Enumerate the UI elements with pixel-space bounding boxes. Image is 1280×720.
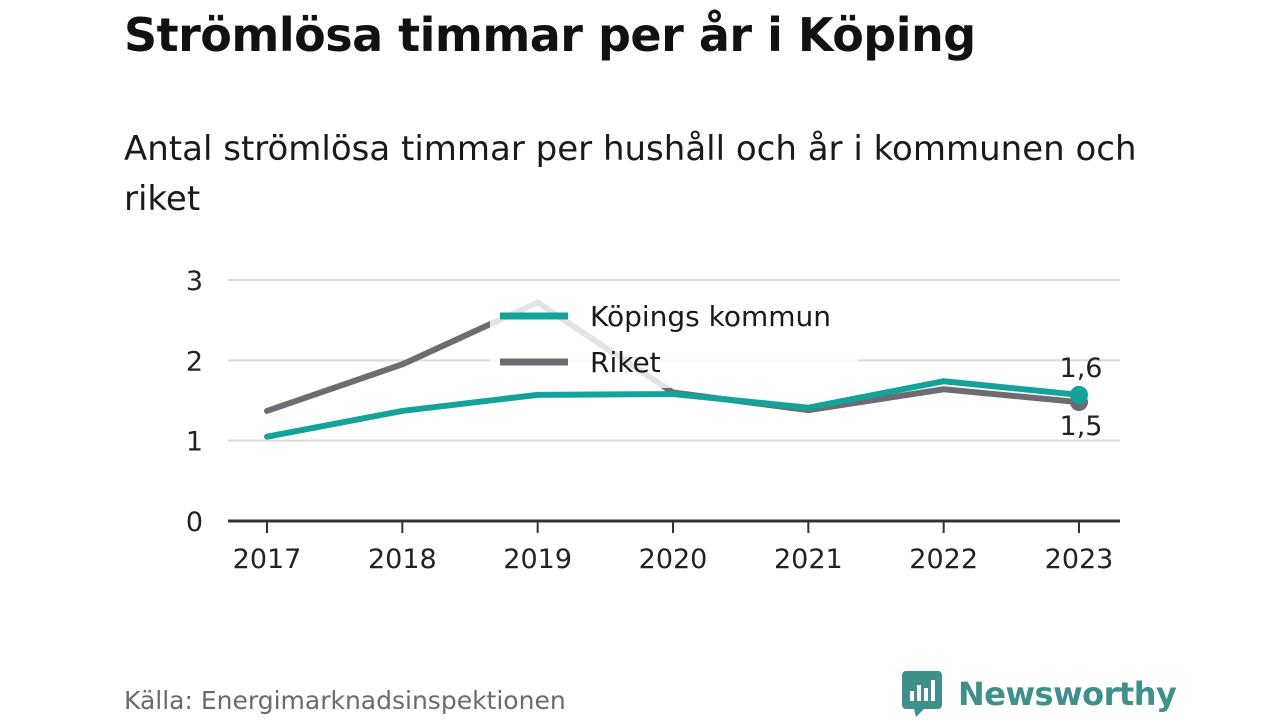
end-labels: 1,5 1,6 [1060, 353, 1103, 442]
x-tick-label: 2019 [503, 544, 572, 575]
y-tick-label: 3 [186, 266, 203, 297]
legend-label: Köpings kommun [590, 300, 831, 333]
series-line-1 [264, 378, 1082, 440]
newsworthy-logo-icon [902, 671, 942, 717]
y-tick-label: 1 [186, 427, 203, 458]
end-value-label: 1,5 [1060, 411, 1103, 442]
x-tick-label: 2022 [909, 544, 978, 575]
x-axis: 2017 2018 2019 2020 2021 2022 2023 [228, 519, 1120, 575]
x-tick-label: 2023 [1045, 544, 1114, 575]
y-tick-label: 0 [186, 507, 203, 538]
chart-title: Strömlösa timmar per år i Köping [124, 8, 976, 62]
brand-name: Newsworthy [958, 675, 1177, 713]
source-note: Källa: Energimarknadsinspektionen [124, 686, 566, 715]
y-tick-label: 2 [186, 346, 203, 377]
x-tick-label: 2017 [233, 544, 302, 575]
end-value-label: 1,6 [1060, 353, 1103, 384]
chart-subtitle: Antal strömlösa timmar per hushåll och å… [124, 129, 1137, 219]
line-chart: 0 1 2 3 2017 2018 2019 2020 2021 2022 2023 Köping… [186, 266, 1120, 575]
series-end-point-1 [1070, 385, 1088, 404]
x-tick-label: 2018 [368, 544, 437, 575]
brand-logo: Newsworthy [902, 670, 1177, 718]
series-lines [264, 299, 1088, 440]
legend-background [490, 292, 858, 388]
legend-label: Riket [590, 346, 661, 379]
y-axis-ticks: 0 1 2 3 [186, 266, 203, 538]
x-tick-label: 2021 [774, 544, 843, 575]
x-tick-label: 2020 [639, 544, 708, 575]
legend: Köpings kommun Riket [490, 292, 858, 388]
